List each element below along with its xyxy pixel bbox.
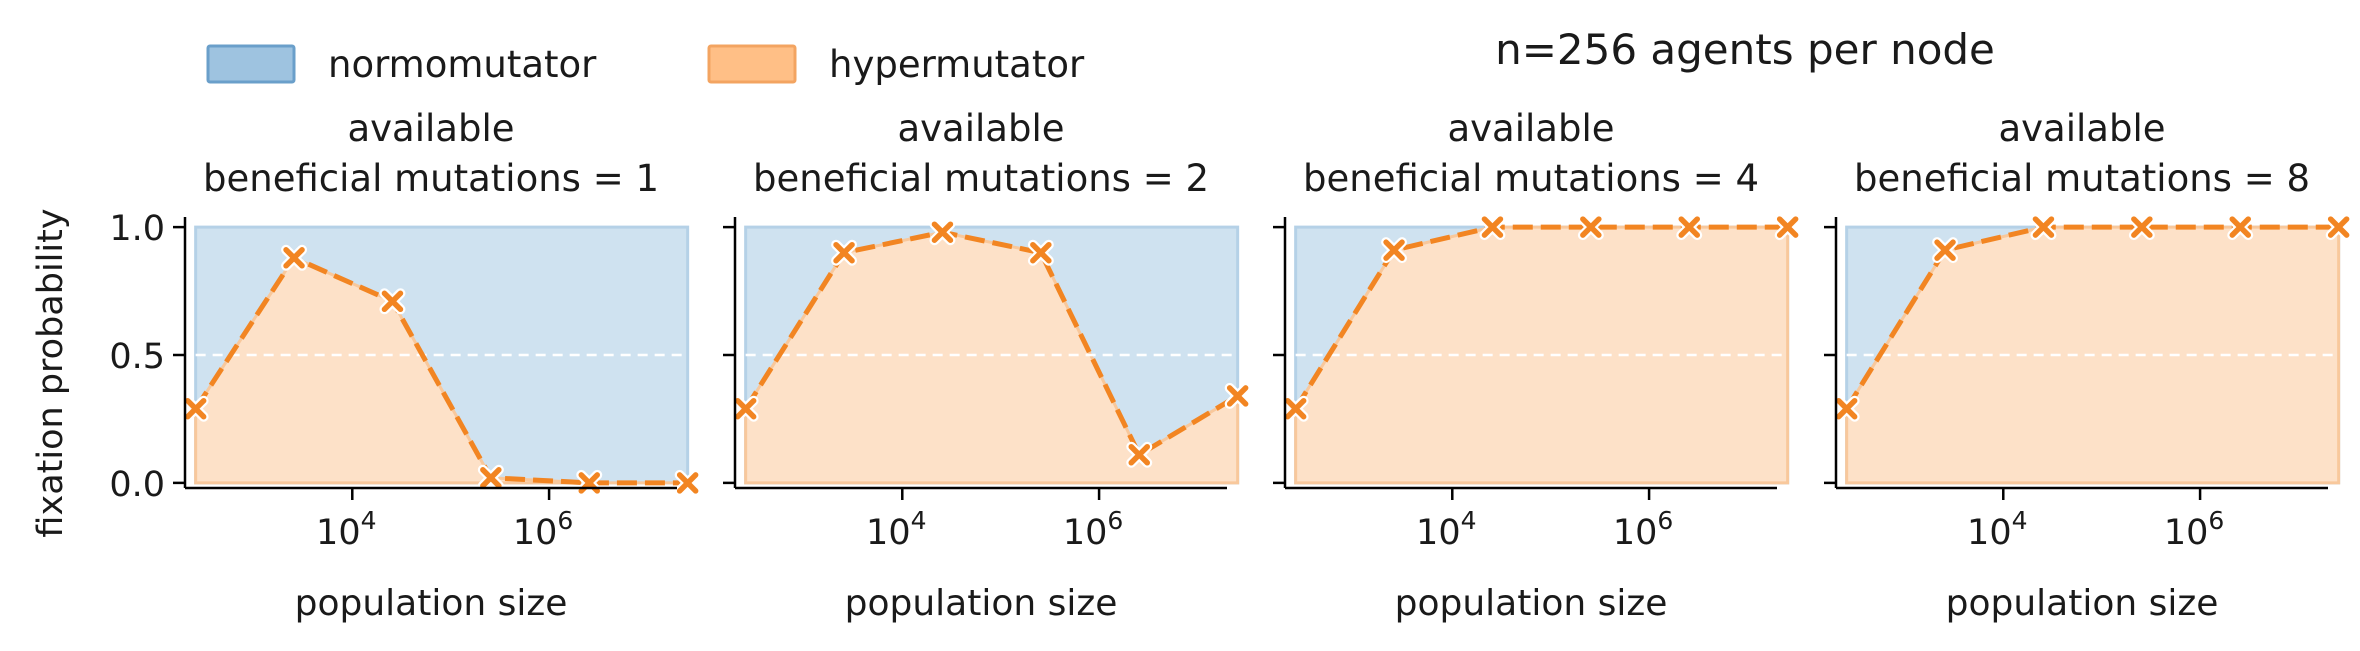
x-axis-label: population size (1946, 583, 2219, 624)
panels: available beneficial mutations = 1 0.0 0.5 1… (109, 107, 2352, 624)
hypermutator-line (743, 229, 1239, 458)
panel-title-line: available (897, 107, 1064, 150)
data-point (1126, 441, 1153, 468)
data-point (182, 395, 209, 422)
data-point (831, 239, 858, 266)
data-point (2325, 214, 2352, 241)
panel-title-line: beneficial mutations = 2 (753, 157, 1209, 200)
data-point (732, 395, 759, 422)
hypermutator-line (1293, 224, 1788, 411)
legend: normomutator hypermutator (206, 43, 1085, 86)
data-point (281, 244, 308, 271)
data-point (1676, 214, 1703, 241)
figure-title: n=256 agents per node (1495, 25, 1995, 74)
x-tick-label: 104 (1416, 506, 1476, 553)
legend-label-hypermutator: hypermutator (829, 43, 1085, 86)
legend-swatch-hypermutator (707, 44, 797, 84)
data-point (1282, 395, 1309, 422)
data-point (1479, 214, 1506, 241)
data-point (2128, 214, 2155, 241)
panel-title-line: available (1998, 107, 2165, 150)
legend-label-normomutator: normomutator (328, 43, 597, 86)
panel-title-line: beneficial mutations = 8 (1854, 157, 2310, 200)
data-point (1577, 214, 1604, 241)
y-tick-label: 0.5 (109, 337, 165, 377)
data-point (1932, 237, 1959, 264)
panel-title-line: beneficial mutations = 4 (1303, 157, 1759, 200)
data-point (1224, 382, 1251, 409)
data-point (2227, 214, 2254, 241)
x-tick-label: 104 (866, 506, 926, 553)
panel-title-line: available (1447, 107, 1614, 150)
data-point (929, 219, 956, 246)
data-point (1774, 214, 1801, 241)
hypermutator-line (193, 255, 688, 486)
x-tick-label: 104 (1967, 506, 2027, 553)
panel-4: available beneficial mutations = 8 104 106 p… (1824, 107, 2352, 624)
panel-title-line: beneficial mutations = 1 (203, 157, 659, 200)
data-point (1833, 395, 1860, 422)
legend-swatch-normomutator (206, 44, 296, 84)
hypermutator-line (1844, 224, 2339, 411)
panel-3: available beneficial mutations = 4 104 106 p… (1273, 107, 1801, 624)
x-tick-label: 106 (1613, 506, 1673, 553)
y-tick-label: 0.0 (109, 465, 165, 505)
data-point (674, 469, 701, 496)
data-point (477, 464, 504, 491)
data-point (2030, 214, 2057, 241)
panel-title-line: available (347, 107, 514, 150)
x-tick-label: 106 (2164, 506, 2224, 553)
x-tick-label: 106 (1063, 506, 1123, 553)
panel-2: available beneficial mutations = 2 104 106 p… (723, 107, 1251, 624)
data-point (1027, 239, 1054, 266)
data-point (379, 288, 406, 315)
y-tick-label: 1.0 (109, 209, 165, 249)
x-tick-label: 104 (316, 506, 376, 553)
data-point (1381, 237, 1408, 264)
x-axis-label: population size (845, 583, 1118, 624)
y-axis-label: fixation probability (31, 208, 71, 537)
x-axis-label: population size (1395, 583, 1668, 624)
panel-1: available beneficial mutations = 1 0.0 0.5 1… (109, 107, 701, 624)
x-tick-label: 106 (513, 506, 573, 553)
x-axis-label: population size (295, 583, 568, 624)
